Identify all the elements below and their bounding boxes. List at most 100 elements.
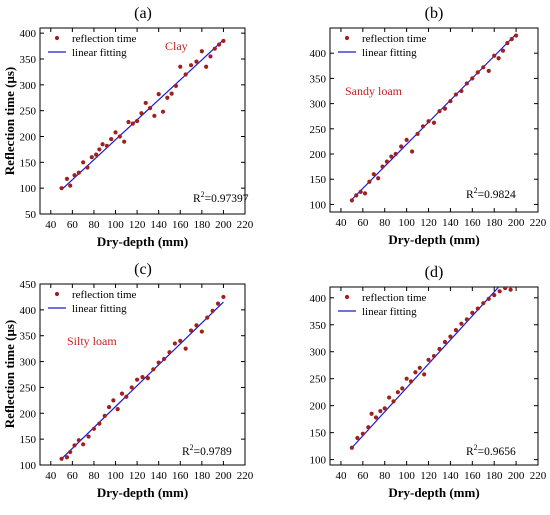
data-point — [169, 91, 174, 96]
data-point — [420, 124, 426, 129]
legend-line-label: linear fitting — [362, 47, 417, 59]
x-tick-label: 140 — [442, 470, 459, 482]
soil-type-label: Clay — [165, 39, 188, 53]
data-point — [415, 131, 420, 136]
r-squared-superscript: 2 — [201, 190, 205, 199]
legend-line-label: linear fitting — [362, 306, 417, 318]
legend-scatter-label: reflection time — [362, 292, 427, 304]
x-tick-label: 140 — [150, 470, 167, 482]
data-point — [64, 176, 70, 181]
data-point — [503, 287, 508, 291]
data-point — [156, 360, 161, 365]
data-point — [199, 49, 204, 54]
y-tick-label: 200 — [20, 408, 37, 420]
data-point — [161, 356, 167, 362]
legend-scatter-label: reflection time — [72, 33, 137, 45]
x-tick-label: 100 — [107, 470, 124, 482]
data-point — [135, 377, 140, 382]
y-tick-label: 50 — [25, 209, 37, 221]
data-point — [143, 100, 148, 106]
data-point — [453, 92, 458, 97]
x-tick-label: 80 — [379, 470, 391, 482]
data-point — [89, 155, 94, 160]
data-point — [188, 63, 194, 68]
data-point — [481, 301, 486, 306]
y-tick-label: 300 — [20, 80, 37, 92]
y-tick-label: 300 — [310, 347, 327, 359]
plot-frame — [39, 27, 246, 215]
x-tick-label: 60 — [67, 470, 79, 482]
data-point — [358, 189, 363, 194]
y-tick-label: 350 — [310, 320, 327, 332]
data-point — [167, 350, 172, 355]
chart-panel-3: (c) 40 60 80 100 120 140 160 180 200 220 100 150 200 2… — [2, 261, 254, 500]
data-point — [349, 198, 354, 203]
y-tick-label: 200 — [310, 401, 327, 413]
data-point — [399, 144, 404, 149]
data-point — [94, 152, 99, 157]
y-axis-title: Reflection time (μs) — [2, 320, 17, 428]
data-point — [104, 143, 109, 148]
data-point — [369, 411, 374, 416]
data-point — [442, 106, 448, 111]
data-point — [130, 121, 135, 126]
r-squared-superscript: 2 — [190, 443, 194, 452]
data-point — [210, 308, 215, 313]
y-tick-label: 200 — [20, 132, 37, 144]
data-point — [492, 53, 497, 58]
chart-panel-4: (d) 40 60 80 100 120 140 160 180 200 220 100 150 200 2… — [310, 264, 547, 500]
panel-label: (d) — [425, 264, 444, 281]
data-point — [404, 137, 409, 143]
data-point — [100, 142, 105, 147]
data-point — [126, 119, 131, 125]
panel-label: (a) — [134, 5, 152, 22]
data-point — [497, 289, 502, 294]
data-point — [97, 421, 102, 426]
data-point — [422, 372, 427, 377]
fit-line — [351, 33, 517, 200]
chart-panel-1: (a) 40 60 80 100 120 140 160 180 200 220 50 100 150 20… — [2, 5, 254, 249]
r-squared-label: R2=0.9789 — [182, 443, 232, 458]
data-point — [199, 329, 204, 334]
legend-scatter-label: reflection time — [72, 289, 137, 301]
x-tick-label: 80 — [88, 470, 100, 482]
panel-label: (b) — [425, 5, 444, 22]
data-point — [431, 353, 437, 359]
y-tick-label: 250 — [20, 382, 37, 394]
y-tick-label: 250 — [20, 106, 37, 118]
y-tick-label: 250 — [310, 374, 327, 386]
data-point — [448, 98, 453, 104]
x-tick-label: 220 — [530, 470, 547, 482]
data-point — [172, 341, 177, 346]
data-point — [437, 109, 442, 114]
data-point — [448, 334, 453, 339]
data-point — [481, 65, 486, 70]
x-tick-label: 200 — [508, 470, 525, 482]
y-tick-label: 150 — [310, 428, 327, 440]
data-point — [486, 68, 491, 73]
y-tick-label: 100 — [20, 183, 37, 195]
r-squared-label: R2=0.9656 — [466, 443, 516, 458]
data-point — [111, 398, 116, 403]
y-tick-label: 150 — [20, 157, 37, 169]
x-tick-label: 120 — [129, 470, 146, 482]
x-tick-label: 220 — [530, 217, 547, 229]
data-point — [188, 328, 194, 333]
y-tick-label: 200 — [310, 149, 327, 161]
data-point — [119, 391, 125, 396]
x-tick-label: 140 — [150, 219, 167, 231]
r-squared-prefix: R — [193, 193, 201, 205]
fit-line — [61, 301, 224, 460]
data-point — [486, 296, 491, 301]
legend-line-label: linear fitting — [72, 47, 127, 59]
legend-point-marker — [344, 294, 350, 300]
data-point — [400, 386, 405, 391]
data-point — [205, 315, 210, 320]
data-point — [470, 76, 475, 81]
data-point — [183, 346, 188, 351]
data-point — [442, 339, 448, 345]
x-tick-label: 40 — [45, 219, 57, 231]
data-point — [426, 357, 431, 362]
data-point — [496, 56, 501, 61]
data-point — [217, 42, 222, 47]
